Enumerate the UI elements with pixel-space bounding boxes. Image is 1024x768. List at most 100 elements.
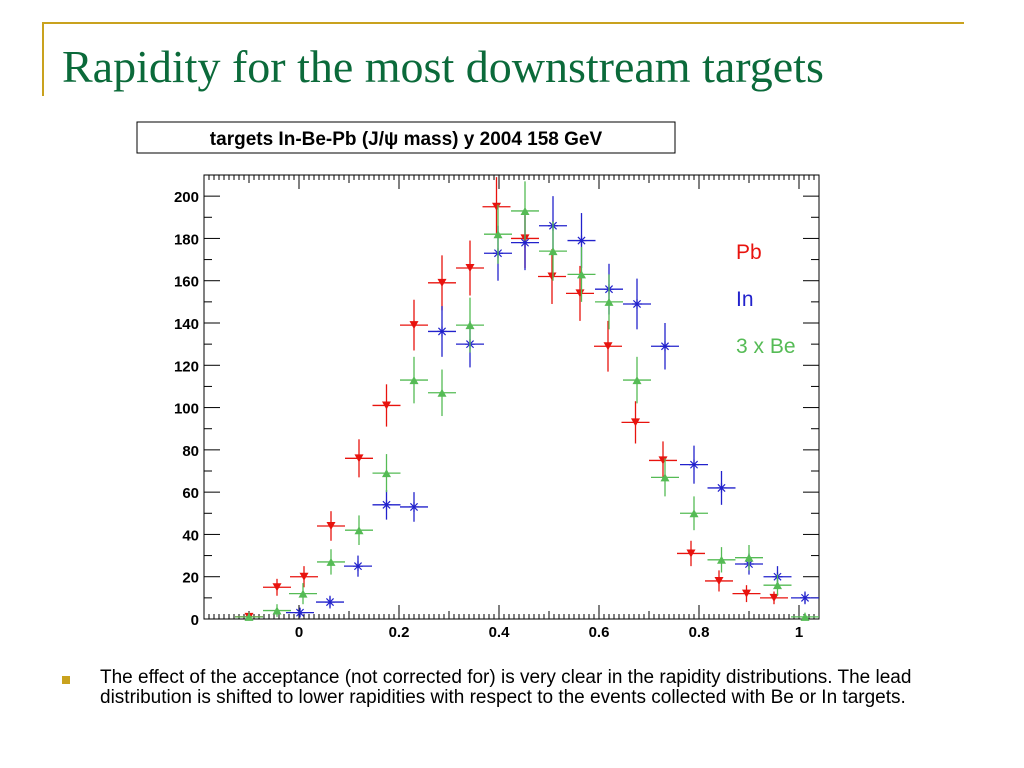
x-tick-label: 0.4 [489, 624, 511, 641]
series-in [286, 196, 819, 618]
data-point [400, 299, 428, 351]
x-tick-label: 0 [295, 624, 303, 641]
legend: Pb In 3 x Be [736, 241, 796, 358]
data-point [511, 181, 539, 241]
data-point [372, 454, 401, 493]
point-marker [382, 469, 391, 478]
point-marker [272, 583, 282, 592]
point-marker [465, 264, 475, 273]
point-marker [689, 459, 699, 470]
point-marker [298, 589, 308, 598]
data-point [345, 515, 373, 545]
point-marker [272, 606, 282, 615]
data-point [538, 249, 566, 304]
chart-title: targets In-Be-Pb (J/ψ mass) y 2004 158 G… [210, 129, 603, 150]
series-3-x-be [235, 181, 819, 621]
y-tick-label: 80 [182, 443, 199, 460]
point-marker [714, 576, 724, 585]
point-marker [575, 289, 585, 298]
y-tick-label: 180 [174, 231, 199, 248]
title-accent-horizontal [42, 22, 964, 24]
point-marker [716, 482, 727, 493]
data-point [680, 496, 708, 531]
point-marker [800, 612, 810, 621]
data-point [677, 540, 705, 567]
y-tick-label: 200 [174, 189, 199, 206]
data-point [235, 612, 263, 621]
data-point [651, 458, 679, 497]
point-marker [660, 341, 670, 352]
y-tick-label: 120 [174, 358, 199, 375]
point-marker [632, 298, 642, 309]
data-point [289, 583, 317, 605]
data-point [456, 297, 484, 353]
data-point [567, 246, 596, 302]
y-tick-label: 40 [182, 527, 199, 544]
plot-frame [203, 174, 820, 620]
data-point [707, 471, 736, 505]
point-marker [437, 388, 447, 397]
data-point [344, 555, 372, 577]
chart-title-box [136, 121, 676, 154]
data-point [735, 545, 763, 571]
y-tick-label: 0 [191, 612, 199, 629]
point-marker [800, 592, 810, 603]
point-marker [492, 202, 501, 211]
x-tick-label: 0.8 [689, 624, 710, 641]
point-marker [742, 589, 751, 598]
data-point [400, 492, 428, 522]
title-accent-vertical [42, 22, 44, 96]
bullet-text: The effect of the acceptance (not correc… [100, 667, 912, 708]
data-point [732, 585, 761, 603]
point-marker [689, 509, 699, 518]
data-point [286, 607, 314, 618]
data-point [317, 549, 345, 575]
data-point [317, 511, 345, 541]
point-marker [577, 270, 586, 279]
data-point [372, 384, 401, 427]
point-marker [773, 581, 782, 590]
point-marker [744, 553, 754, 562]
data-point [428, 306, 456, 357]
data-point [372, 490, 401, 520]
data-point [484, 204, 512, 264]
point-marker [354, 526, 364, 535]
point-marker [632, 376, 642, 385]
point-marker [353, 561, 363, 572]
bullet-square-icon [62, 676, 70, 684]
point-marker [325, 597, 335, 608]
data-point [595, 274, 623, 330]
point-marker [660, 473, 670, 482]
y-tick-label: 60 [182, 485, 199, 502]
point-marker [603, 342, 613, 351]
point-marker [717, 555, 726, 564]
point-marker [299, 572, 309, 581]
data-point [623, 356, 651, 404]
data-point [705, 570, 733, 592]
data-point [539, 221, 567, 281]
point-marker [465, 321, 475, 330]
data-point [400, 356, 428, 404]
x-tick-label: 0.6 [589, 624, 610, 641]
point-marker [576, 235, 587, 246]
point-marker [631, 418, 640, 427]
data-point [651, 323, 679, 370]
data-point [290, 566, 318, 588]
point-marker [547, 272, 557, 281]
point-marker [354, 454, 364, 463]
data-point [791, 612, 819, 621]
data-point [428, 369, 456, 417]
legend-entry: In [736, 288, 754, 311]
data-series [235, 177, 819, 621]
data-point [263, 604, 291, 617]
point-marker [326, 521, 336, 530]
point-marker [437, 326, 447, 337]
data-point [263, 578, 291, 596]
data-point [345, 439, 373, 478]
bullet-list: The effect of the acceptance (not correc… [62, 668, 982, 708]
data-point [482, 177, 511, 237]
point-marker [493, 230, 503, 239]
data-point [763, 574, 792, 596]
point-marker [520, 206, 530, 215]
